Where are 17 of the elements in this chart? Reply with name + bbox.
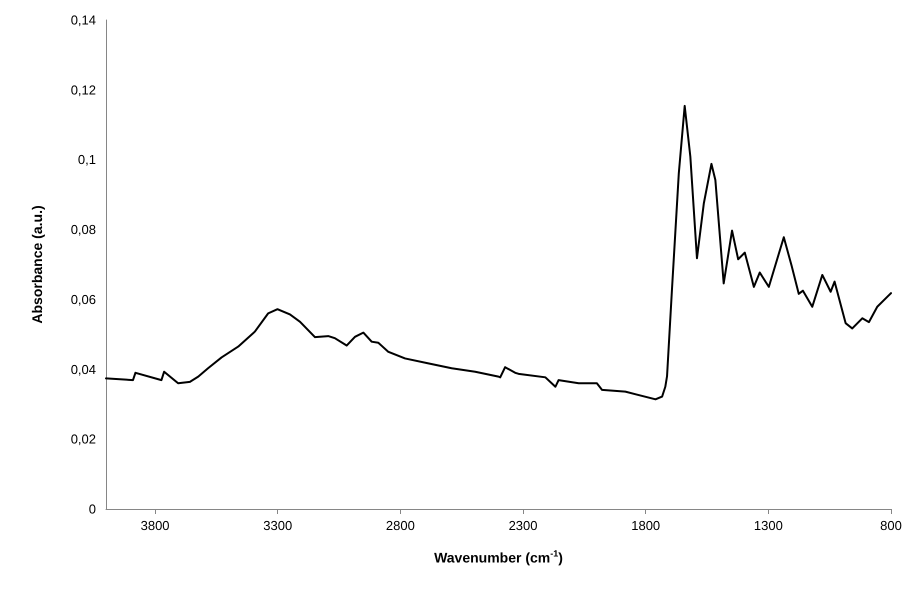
line-series <box>105 104 892 400</box>
y-tick-label: 0,04 <box>70 362 96 377</box>
x-tick-label: 3800 <box>140 518 170 533</box>
y-tick-label: 0,12 <box>70 82 96 98</box>
x-tick-label: 3300 <box>263 518 292 533</box>
y-axis-title: Absorbance (a.u.) <box>29 205 45 324</box>
x-tick-label: 1300 <box>754 518 783 533</box>
x-tick-label: 2800 <box>386 518 415 533</box>
x-tick-label: 2300 <box>508 518 538 533</box>
y-tick-label: 0,06 <box>70 292 96 307</box>
x-tick-label: 1800 <box>631 518 660 533</box>
y-tick-label: 0,02 <box>70 432 96 447</box>
y-tick-label: 0,1 <box>78 152 96 168</box>
y-tick-label: 0,14 <box>70 12 96 28</box>
x-tick-label: 800 <box>880 518 902 533</box>
y-tick-label: 0,08 <box>70 222 96 238</box>
y-tick-label: 0 <box>88 502 96 516</box>
